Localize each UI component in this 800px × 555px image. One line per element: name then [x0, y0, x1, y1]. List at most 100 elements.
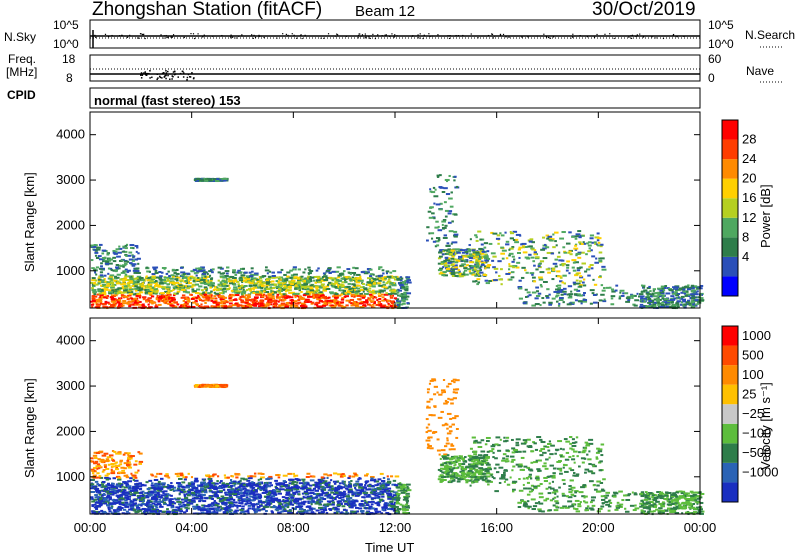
power-echo — [556, 294, 560, 296]
power-echo — [172, 282, 177, 284]
power-echo — [252, 292, 255, 294]
power-echo — [517, 252, 521, 254]
power-echo — [222, 283, 226, 285]
velocity-echo — [247, 509, 250, 511]
noise-dot — [500, 34, 501, 35]
noise-dot — [420, 33, 421, 34]
noise-dot — [127, 37, 128, 38]
velocity-echo — [140, 504, 142, 506]
power-echo — [148, 292, 152, 294]
power-echo — [321, 283, 325, 285]
power-echo — [219, 292, 223, 294]
velocity-echo — [402, 509, 405, 511]
power-echo — [93, 244, 97, 246]
velocity-echo — [376, 502, 379, 504]
velocity-echo — [336, 504, 341, 506]
velocity-echo — [211, 502, 214, 504]
power-echo — [273, 300, 277, 302]
power-echo — [465, 249, 467, 251]
noise-dot — [145, 38, 146, 39]
velocity-echo — [253, 509, 255, 511]
power-echo — [276, 296, 279, 298]
power-echo — [155, 270, 158, 272]
velocity-echo — [164, 497, 168, 499]
power-echo — [552, 246, 556, 248]
power-echo — [374, 291, 379, 293]
power-echo — [254, 297, 258, 299]
power-echo — [334, 297, 339, 299]
power-echo — [555, 288, 559, 290]
nave-dot — [182, 71, 184, 73]
power-echo — [661, 286, 665, 288]
power-echo — [690, 293, 695, 295]
power-echo — [204, 302, 206, 304]
velocity-echo — [100, 510, 103, 512]
power-echo — [574, 245, 577, 247]
power-echo — [573, 282, 576, 284]
velocity-echo — [405, 497, 409, 499]
power-echo — [429, 207, 432, 209]
power-echo — [365, 299, 368, 301]
power-echo — [475, 260, 478, 262]
power-echo — [150, 280, 154, 282]
power-echo — [263, 290, 266, 292]
power-echo — [180, 305, 182, 307]
power-echo — [356, 274, 361, 276]
velocity-echo — [99, 494, 102, 496]
velocity-echo — [229, 494, 232, 496]
power-echo — [566, 260, 570, 262]
power-echo — [485, 255, 489, 257]
velocity-echo — [259, 505, 263, 507]
power-echo — [498, 275, 500, 277]
power-echo — [386, 272, 388, 274]
velocity-echo — [211, 498, 214, 500]
power-echo — [283, 293, 286, 295]
power-echo — [328, 282, 331, 284]
power-echo — [298, 268, 301, 270]
power-echo — [367, 277, 371, 279]
power-echo — [598, 258, 602, 260]
nave-dot — [145, 74, 147, 76]
noise-dot — [377, 34, 378, 35]
power-echo — [512, 266, 515, 268]
power-echo — [682, 299, 686, 301]
power-echo — [98, 301, 103, 303]
power-echo — [311, 302, 314, 304]
noise-dot — [683, 36, 684, 37]
velocity-echo — [358, 504, 360, 506]
velocity-echo — [113, 511, 116, 513]
noise-dot — [663, 38, 664, 39]
velocity-echo — [281, 500, 286, 502]
power-echo — [313, 296, 315, 298]
power-echo — [471, 265, 476, 267]
power-echo — [543, 257, 548, 259]
power-echo — [591, 255, 595, 257]
power-echo — [566, 270, 569, 272]
power-echo — [343, 290, 346, 292]
power-echo — [111, 298, 115, 300]
power-echo — [315, 286, 319, 288]
velocity-echo — [296, 482, 298, 484]
noise-dot — [580, 35, 581, 36]
power-echo — [202, 279, 205, 281]
velocity-echo — [157, 501, 160, 503]
power-echo — [202, 291, 205, 293]
velocity-echo — [166, 511, 171, 513]
power-echo — [385, 286, 387, 288]
power-echo — [361, 271, 365, 273]
power-echo — [512, 256, 515, 258]
power-echo — [363, 304, 366, 306]
power-echo — [373, 286, 375, 288]
power-echo — [469, 272, 472, 274]
power-echo — [308, 269, 311, 271]
power-echo — [95, 255, 97, 257]
power-echo — [583, 278, 585, 280]
power-echo — [675, 302, 679, 304]
power-echo — [455, 241, 457, 243]
power-echo — [266, 278, 271, 280]
velocity-echo — [257, 503, 259, 505]
power-echo — [114, 294, 118, 296]
power-echo — [247, 296, 251, 298]
power-echo — [477, 231, 481, 233]
